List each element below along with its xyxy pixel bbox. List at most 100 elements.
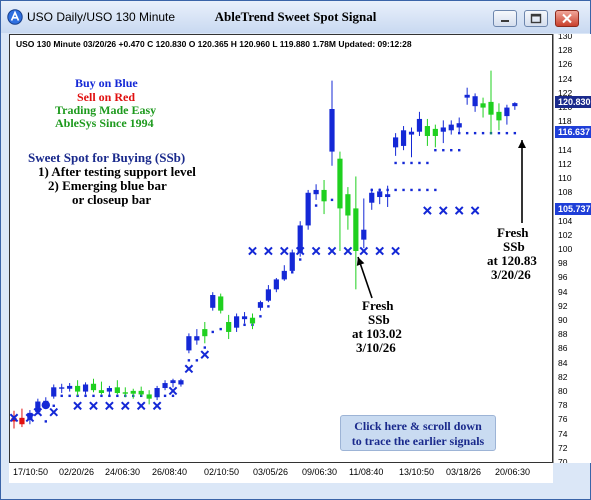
callout1-arrow-head — [356, 257, 365, 266]
scroll-history-link[interactable]: Click here & scroll down to trace the ea… — [340, 415, 496, 451]
price-tick-label: 110 — [558, 173, 572, 183]
price-tick-label: 102 — [558, 229, 573, 240]
support-dot — [243, 323, 246, 327]
time-axis[interactable]: 17/10:50 02/20/26 24/06:30 26/08:40 02/10:50… — [9, 463, 553, 483]
candle-body — [249, 317, 256, 324]
candle-body — [464, 94, 470, 98]
price-tick-label: 104 — [558, 215, 573, 226]
support-dot — [410, 188, 413, 192]
support-dot — [219, 327, 222, 331]
price-tick-label: 94 — [558, 286, 568, 297]
support-dot — [163, 394, 167, 398]
candle-body — [281, 270, 287, 280]
candle-body — [154, 388, 160, 398]
sweet-spot-x-marker — [73, 401, 82, 411]
minimize-icon — [501, 20, 509, 22]
price-tick-label: 72 — [558, 442, 568, 453]
cta-line1: Click here & scroll down — [354, 419, 482, 433]
sweet-spot-title: Sweet Spot for Buying (SSb) — [28, 150, 186, 165]
sweet-spot-x-marker — [25, 413, 35, 423]
sweet-spot-line1: 1) After testing support level — [38, 164, 196, 179]
sweet-spot-x-marker — [10, 413, 19, 423]
chart-plot-area[interactable]: USO 130 Minute 03/20/26 +0.470 C 120.830… — [9, 34, 553, 463]
support-dot — [434, 188, 437, 192]
callout1-line4: 3/10/26 — [356, 340, 396, 355]
support-dot — [465, 131, 469, 135]
callout2-line2: SSb — [503, 239, 525, 254]
legend-since: AbleSys Since 1994 — [55, 116, 154, 130]
support-dot — [458, 148, 461, 152]
candle-body — [11, 417, 17, 422]
candle-body — [265, 289, 271, 301]
sweet-spot-x-marker — [359, 246, 369, 256]
price-axis[interactable]: 1301281261241221201181161141121101081061… — [553, 34, 591, 463]
candle-body — [456, 123, 462, 128]
quote-info-line: USO 130 Minute 03/20/26 +0.470 C 120.830… — [16, 39, 412, 49]
support-dot — [60, 394, 63, 398]
candle-body — [226, 322, 232, 332]
title-bar[interactable]: USO Daily/USO 130 Minute AbleTrend Sweet… — [1, 1, 590, 33]
candle-body — [337, 158, 343, 209]
price-tick-label: 128 — [558, 45, 573, 56]
support-dot — [481, 131, 485, 135]
candle-body — [82, 384, 89, 392]
candle-body — [289, 252, 295, 271]
candle-body — [138, 390, 144, 395]
support-dot — [171, 394, 175, 398]
sweet-spot-x-marker — [279, 246, 289, 256]
callout2-arrow-head — [518, 140, 526, 148]
candle-body — [416, 118, 423, 132]
sweet-spot-x-marker — [33, 407, 43, 417]
window-bottom-edge — [1, 483, 590, 499]
price-tick-label: 86 — [558, 343, 568, 354]
time-tick-label: 03/05/26 — [253, 467, 289, 477]
time-tick-label: 20/06:30 — [495, 467, 531, 477]
maximize-button[interactable] — [524, 10, 548, 27]
candle-body — [98, 390, 105, 393]
candle-body — [130, 390, 136, 394]
support-dot — [418, 188, 421, 192]
app-logo-icon — [7, 9, 23, 25]
candle-body — [178, 380, 184, 385]
support-dot — [418, 161, 421, 165]
support-dot — [426, 188, 429, 192]
time-tick-label: 03/18/26 — [446, 467, 482, 477]
candle-body — [345, 194, 351, 216]
close-button[interactable] — [555, 10, 579, 27]
callout2-line4: 3/20/26 — [491, 267, 531, 282]
support-dot — [402, 188, 405, 192]
sweet-spot-x-marker — [343, 246, 353, 256]
price-tick-label: 118 — [558, 116, 572, 127]
blue-signal-dot — [41, 400, 50, 410]
price-tick-label: 130 — [558, 34, 573, 41]
upper-support-badge: 116.637 — [555, 125, 591, 138]
minimize-button[interactable] — [493, 10, 517, 27]
candle-body — [385, 194, 391, 198]
sweet-spot-x-marker — [184, 364, 194, 374]
sweet-spot-x-marker — [200, 350, 210, 359]
sweet-spot-x-marker — [105, 401, 114, 411]
sweet-spot-x-marker — [120, 401, 130, 411]
support-dot — [394, 161, 397, 165]
support-dot — [84, 394, 87, 398]
support-dot — [299, 258, 302, 261]
candle-body — [234, 316, 240, 328]
legend-buy: Buy on Blue — [75, 76, 138, 90]
support-dot — [434, 148, 437, 152]
price-tick-label: 92 — [558, 300, 568, 311]
sweet-spot-x-marker — [152, 401, 162, 411]
candle-body — [440, 127, 446, 132]
candle-body — [75, 385, 81, 392]
close-icon — [562, 13, 572, 24]
price-chart — [10, 70, 526, 429]
support-dot — [203, 346, 206, 349]
price-tick-label: 76 — [558, 414, 568, 425]
sweet-spot-x-marker — [295, 246, 305, 256]
support-dot — [76, 394, 79, 398]
support-dot — [497, 131, 501, 135]
sweet-spot-x-marker — [470, 206, 480, 215]
window-symbol-title: USO Daily/USO 130 Minute — [27, 10, 176, 24]
time-tick-label: 02/20/26 — [59, 467, 95, 477]
price-tick-label: 126 — [558, 59, 573, 70]
candle-body — [353, 208, 359, 251]
